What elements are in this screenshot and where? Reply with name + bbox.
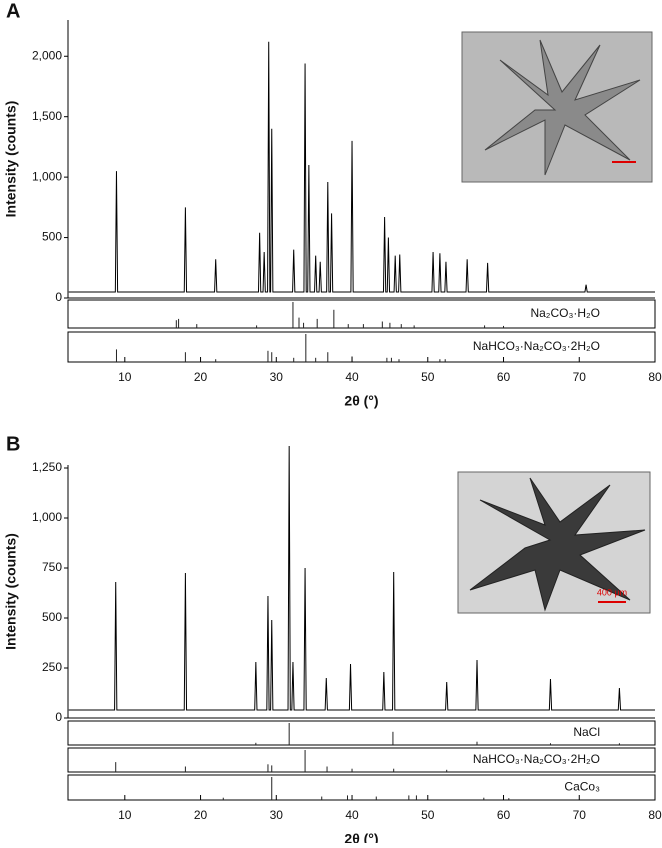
x-tick-label: 50 [421,370,435,384]
x-tick-label: 50 [421,808,435,822]
reference-label: CaCo₃ [564,780,600,794]
y-tick-label: 0 [55,290,62,304]
y-tick-label: 1,500 [32,109,62,123]
reference-box [67,747,656,773]
reference-box [67,774,656,801]
reference-label: NaHCO₃·Na₂CO₃·2H₂O [473,752,600,766]
panel-label: B [6,433,20,455]
pattern-line [68,445,655,711]
reference-box [67,299,656,329]
reference-label: Na₂CO₃·H₂O [530,306,600,320]
x-tick-label: 70 [573,370,587,384]
x-tick-label: 70 [573,808,587,822]
y-tick-label: 500 [42,230,62,244]
x-tick-label: 10 [118,370,132,384]
reference-label: NaCl [573,725,600,739]
y-axis-label: Intensity (counts) [3,533,19,650]
x-tick-label: 60 [497,808,511,822]
panel-label: A [6,0,20,22]
inset-image-a [461,31,653,183]
reference-box [67,331,656,363]
y-tick-label: 1,250 [32,460,62,474]
reference-box [67,720,656,746]
y-tick-label: 1,000 [32,510,62,524]
reference-label: NaHCO₃·Na₂CO₃·2H₂O [473,339,600,353]
y-tick-label: 2,000 [32,48,62,62]
y-tick-label: 0 [55,710,62,724]
y-tick-label: 1,000 [32,169,62,183]
y-tick-label: 250 [42,660,62,674]
y-tick-label: 750 [42,560,62,574]
x-tick-label: 30 [270,370,284,384]
x-axis-label: 2θ (°) [344,831,378,843]
x-tick-label: 20 [194,808,208,822]
pattern-line [68,41,655,293]
x-tick-label: 80 [648,370,662,384]
inset-image-b: 400 μm [457,471,651,614]
x-tick-label: 30 [270,808,284,822]
x-tick-label: 40 [345,370,359,384]
x-axis-label: 2θ (°) [344,393,378,409]
y-axis-label: Intensity (counts) [3,101,19,218]
x-tick-label: 20 [194,370,208,384]
x-tick-label: 60 [497,370,511,384]
x-tick-label: 80 [648,808,662,822]
y-tick-label: 500 [42,610,62,624]
x-tick-label: 40 [345,808,359,822]
scale-bar-label: 400 μm [597,587,627,597]
x-tick-label: 10 [118,808,132,822]
